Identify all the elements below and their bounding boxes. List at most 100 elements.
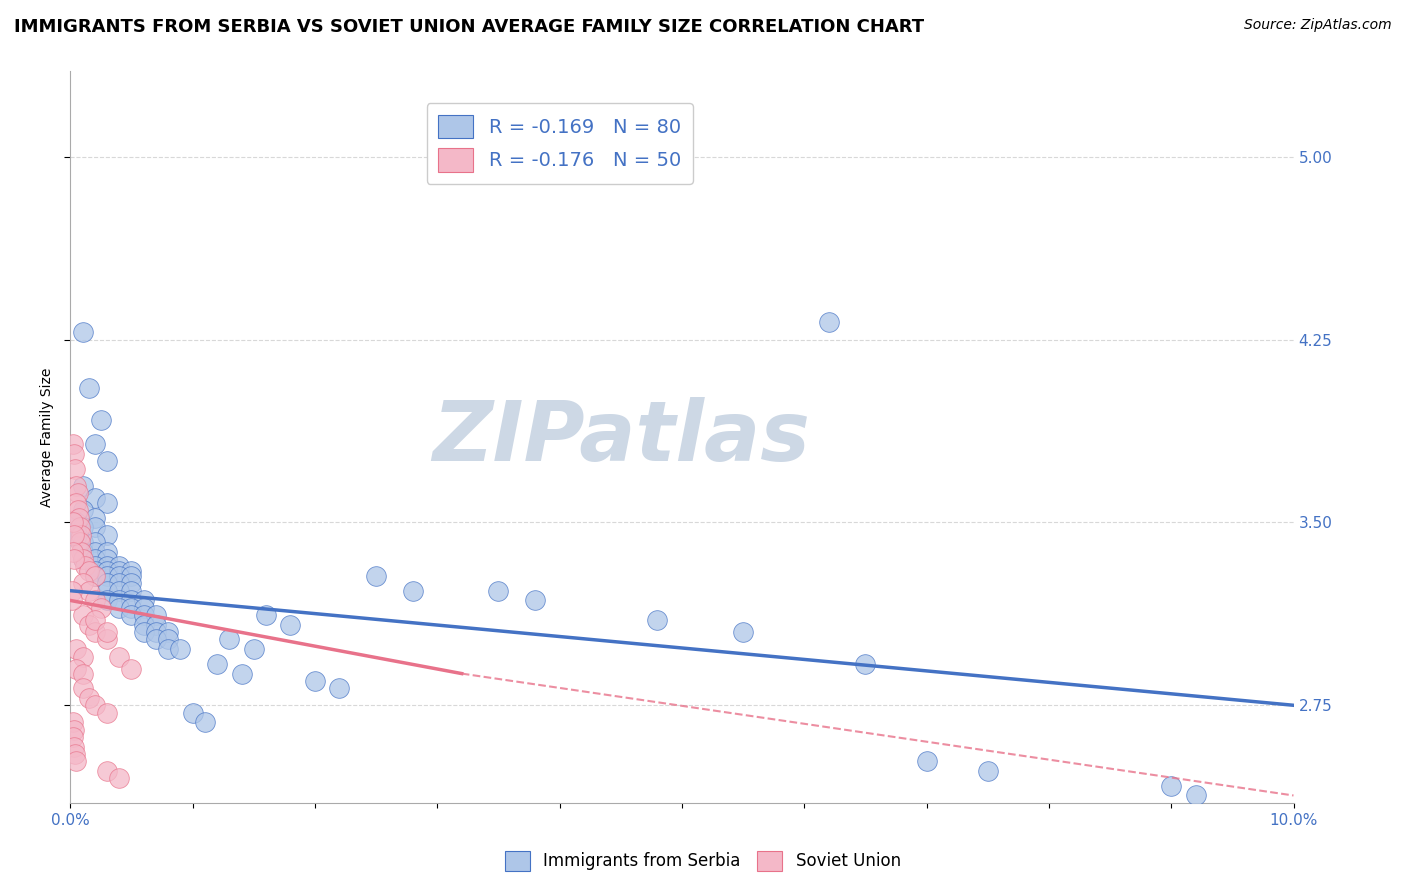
Point [96, 706, 118, 720]
Point [96, 632, 118, 647]
Legend: R = -0.169   N = 80, R = -0.176   N = 50: R = -0.169 N = 80, R = -0.176 N = 50 [426, 103, 693, 184]
Point [96, 544, 118, 558]
Point [77, 690, 100, 705]
Point [63, 723, 86, 737]
Point [488, 583, 510, 598]
Point [194, 715, 217, 730]
Point [83, 552, 105, 566]
Text: IMMIGRANTS FROM SERBIA VS SOVIET UNION AVERAGE FAMILY SIZE CORRELATION CHART: IMMIGRANTS FROM SERBIA VS SOVIET UNION A… [14, 18, 924, 36]
Point [65, 479, 87, 493]
Point [1184, 789, 1206, 803]
Point [121, 600, 143, 615]
Point [83, 625, 105, 640]
Point [62, 516, 84, 530]
Point [90, 413, 112, 427]
Point [157, 625, 180, 640]
Point [63, 527, 86, 541]
Point [96, 593, 118, 607]
Point [169, 642, 191, 657]
Point [69, 520, 91, 534]
Point [72, 666, 94, 681]
Point [69, 535, 91, 549]
Point [83, 535, 105, 549]
Point [145, 617, 167, 632]
Point [524, 593, 547, 607]
Point [96, 552, 118, 566]
Point [83, 613, 105, 627]
Point [108, 600, 131, 615]
Point [96, 583, 118, 598]
Point [96, 559, 118, 574]
Point [96, 569, 118, 583]
Point [402, 583, 425, 598]
Point [157, 642, 180, 657]
Point [83, 569, 105, 583]
Point [817, 316, 839, 330]
Point [65, 516, 87, 530]
Text: ZIPatlas: ZIPatlas [432, 397, 810, 477]
Point [72, 520, 94, 534]
Point [145, 625, 167, 640]
Point [72, 681, 94, 696]
Point [83, 520, 105, 534]
Point [121, 608, 143, 623]
Point [63, 739, 86, 754]
Point [66, 503, 89, 517]
Point [108, 564, 131, 578]
Point [121, 593, 143, 607]
Point [145, 632, 167, 647]
Point [72, 503, 94, 517]
Point [366, 569, 388, 583]
Point [83, 559, 105, 574]
Point [733, 625, 755, 640]
Point [72, 608, 94, 623]
Point [72, 552, 94, 566]
Point [62, 730, 84, 744]
Point [77, 381, 100, 395]
Point [65, 530, 87, 544]
Point [60, 593, 83, 607]
Point [132, 617, 155, 632]
Point [108, 593, 131, 607]
Point [83, 437, 105, 451]
Point [63, 747, 86, 761]
Point [243, 642, 266, 657]
Point [83, 544, 105, 558]
Point [70, 544, 93, 558]
Point [66, 486, 89, 500]
Point [65, 662, 87, 676]
Point [72, 649, 94, 664]
Point [108, 569, 131, 583]
Point [157, 632, 180, 647]
Point [121, 564, 143, 578]
Point [108, 649, 131, 664]
Point [72, 535, 94, 549]
Point [1160, 779, 1182, 793]
Point [132, 625, 155, 640]
Point [108, 583, 131, 598]
Point [96, 625, 118, 640]
Point [121, 569, 143, 583]
Point [72, 325, 94, 339]
Point [121, 583, 143, 598]
Point [65, 755, 87, 769]
Point [132, 600, 155, 615]
Point [976, 764, 998, 778]
Point [96, 496, 118, 510]
Point [96, 576, 118, 591]
Point [145, 608, 167, 623]
Point [121, 662, 143, 676]
Point [121, 576, 143, 591]
Point [231, 666, 253, 681]
Point [65, 496, 87, 510]
Point [96, 527, 118, 541]
Point [96, 564, 118, 578]
Point [855, 657, 877, 671]
Point [63, 447, 86, 461]
Point [65, 642, 87, 657]
Point [67, 510, 90, 524]
Point [83, 569, 105, 583]
Point [72, 544, 94, 558]
Point [108, 576, 131, 591]
Point [108, 559, 131, 574]
